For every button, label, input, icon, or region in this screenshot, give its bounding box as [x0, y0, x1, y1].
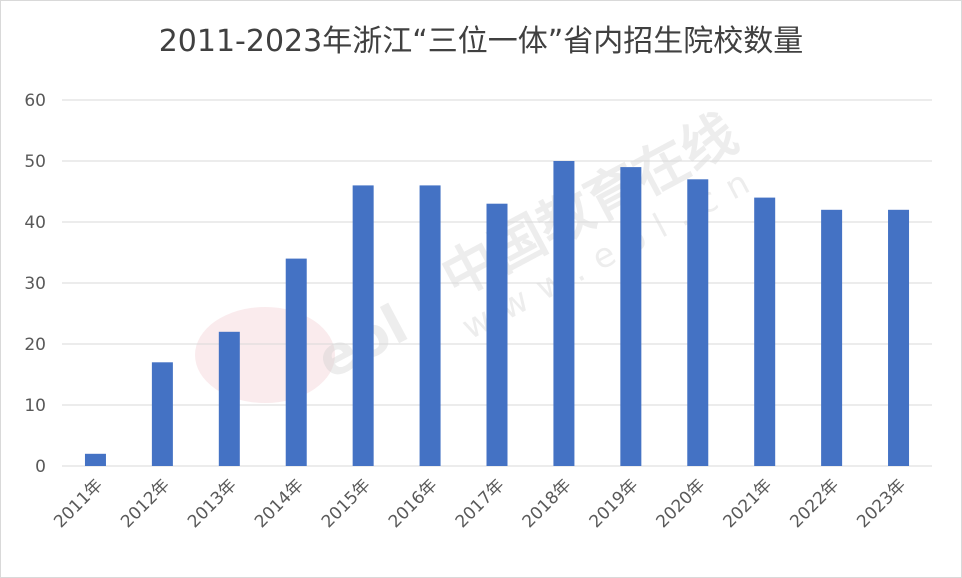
x-tick-label: 2021年	[719, 475, 776, 532]
x-tick-label: 2019年	[586, 475, 643, 532]
bar	[821, 209, 843, 467]
bar	[620, 167, 642, 466]
grid-layer	[62, 99, 932, 467]
bar	[285, 258, 307, 466]
y-axis-ticks: 0 10 20 30 40 50 60	[24, 91, 46, 477]
bar	[486, 203, 508, 466]
x-tick-label: 2018年	[519, 475, 576, 532]
x-tick-label: 2016年	[385, 475, 442, 532]
bar	[754, 197, 776, 466]
x-axis-ticks: 2011年 2012年 2013年 2014年 2015年 2016年 2017年 2018年…	[50, 475, 910, 532]
bar	[687, 179, 709, 467]
x-tick-label: 2011年	[50, 475, 107, 532]
x-tick-label: 2013年	[184, 475, 241, 532]
x-tick-label: 2022年	[786, 475, 843, 532]
x-tick-label: 2017年	[452, 475, 509, 532]
x-tick-label: 2014年	[251, 475, 308, 532]
y-tick-label: 0	[35, 457, 46, 477]
bars	[84, 161, 910, 467]
x-tick-label: 2023年	[853, 475, 910, 532]
bar	[218, 331, 240, 466]
y-tick-label: 50	[24, 152, 46, 172]
x-tick-label: 2012年	[117, 475, 174, 532]
x-tick-label: 2020年	[653, 475, 710, 532]
bar	[84, 453, 106, 466]
y-tick-label: 40	[24, 213, 46, 233]
bar	[888, 209, 910, 467]
chart-title: 2011-2023年浙江“三位一体”省内招生院校数量	[158, 24, 804, 59]
y-tick-label: 60	[24, 91, 46, 111]
eol-logo-mark	[195, 307, 335, 403]
y-tick-label: 10	[24, 396, 46, 416]
bar	[352, 185, 374, 466]
watermark: eol 中国教育在线 www.eol.cn	[195, 102, 769, 403]
y-tick-label: 30	[24, 274, 46, 294]
bar	[553, 161, 575, 466]
y-tick-label: 20	[24, 335, 46, 355]
bar	[419, 185, 441, 466]
x-tick-label: 2015年	[318, 475, 375, 532]
bar	[151, 362, 173, 466]
